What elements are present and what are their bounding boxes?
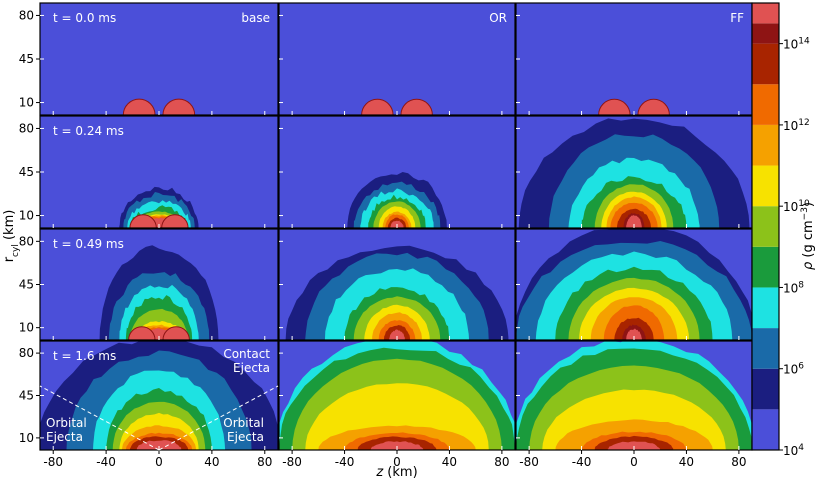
panel-r3-c2	[516, 341, 752, 450]
colorbar-tick-label: 104	[783, 443, 804, 458]
x-axis: -80 -40 0 40 80 -80 -40 0 40 80 -80 -40 0 40 80	[43, 450, 747, 469]
colorbar-segment	[752, 206, 779, 247]
density-contour	[626, 328, 642, 340]
y-tick-label: 10	[19, 321, 34, 335]
x-tick-label: 80	[731, 455, 746, 469]
panel-background	[40, 3, 278, 115]
contact-ejecta-label: Contact	[223, 347, 270, 361]
x-tick-label: 80	[257, 455, 272, 469]
x-tick-label: 0	[630, 455, 638, 469]
colorbar-segment	[752, 368, 779, 410]
orbital-ejecta-left-label: Orbital	[46, 416, 87, 430]
colorbar-segment	[752, 409, 779, 450]
x-tick-label: -40	[96, 455, 116, 469]
x-tick-label: 40	[442, 455, 457, 469]
panel-background	[279, 3, 515, 115]
colorbar: 104 106 108 1010 1012 1014	[751, 2, 810, 458]
x-tick-label: -80	[43, 455, 63, 469]
panel-r1-c1	[279, 116, 515, 228]
colorbar-segment	[752, 3, 779, 24]
y-tick-label: 10	[19, 96, 34, 110]
colorbar-segment	[752, 328, 779, 369]
orbital-ejecta-right-label: Ejecta	[227, 430, 264, 444]
y-tick-label: 10	[19, 209, 34, 223]
colorbar-segment	[752, 246, 779, 288]
y-axis-label: rcyl (km)	[2, 210, 21, 263]
y-axis: 10 45 80 10 45 80 10 45 80 10 45 80	[19, 8, 40, 445]
density-contour	[607, 441, 661, 450]
colorbar-tick-label: 1012	[783, 118, 810, 133]
orbital-ejecta-right-label: Orbital	[223, 416, 264, 430]
time-label: t = 1.6 ms	[53, 349, 116, 363]
orbital-ejecta-left-label: Ejecta	[46, 430, 83, 444]
colorbar-segment	[752, 84, 779, 125]
x-tick-label: -40	[335, 455, 355, 469]
time-label: t = 0.0 ms	[53, 11, 116, 25]
density-contour	[370, 441, 424, 450]
ejecta-divider-left	[39, 385, 160, 451]
colorbar-label: ρ (g cm−3)	[800, 202, 816, 270]
x-tick-label: 40	[679, 455, 694, 469]
panel-r3-c0	[40, 341, 278, 450]
y-tick-label: 10	[19, 431, 34, 445]
y-tick-label: 80	[19, 234, 34, 248]
panel-r2-c2	[516, 229, 752, 340]
density-contour	[389, 329, 405, 340]
y-tick-label: 45	[19, 278, 34, 292]
colorbar-tick-label: 106	[783, 362, 804, 377]
y-tick-label: 45	[19, 165, 34, 179]
density-contour	[136, 440, 182, 450]
panel-r2-c0	[40, 229, 278, 340]
x-tick-label: 0	[155, 455, 163, 469]
colorbar-tick-label: 1014	[783, 37, 810, 52]
x-tick-label: -40	[572, 455, 592, 469]
colorbar-frame	[751, 2, 780, 451]
contact-ejecta-label: Ejecta	[233, 361, 270, 375]
x-tick-label: 80	[494, 455, 509, 469]
ejecta-divider-right	[158, 385, 279, 451]
x-tick-label: 40	[204, 455, 219, 469]
x-tick-label: 0	[393, 455, 401, 469]
x-tick-label: -80	[519, 455, 539, 469]
panel-r1-c0	[40, 116, 278, 228]
colorbar-segment	[752, 287, 779, 329]
panel-r3-c1	[279, 341, 515, 450]
y-tick-label: 80	[19, 8, 34, 22]
y-tick-label: 80	[19, 121, 34, 135]
time-label: t = 0.49 ms	[53, 237, 124, 251]
colorbar-tick-label: 108	[783, 280, 804, 295]
x-axis-label: z (km)	[375, 465, 417, 480]
panel-grid	[40, 3, 752, 450]
colorbar-tick-label: 1010	[783, 199, 810, 214]
panel-r0-c1	[279, 3, 515, 115]
column-label-base: base	[241, 11, 270, 25]
colorbar-segment	[752, 43, 779, 85]
panel-r2-c1	[279, 229, 515, 340]
density-contour	[626, 214, 642, 228]
panel-r0-c2	[516, 3, 752, 115]
x-tick-label: -80	[282, 455, 302, 469]
y-tick-label: 80	[19, 346, 34, 360]
colorbar-segment	[752, 124, 779, 166]
colorbar-segment	[752, 165, 779, 207]
panel-background	[516, 3, 752, 115]
y-tick-label: 45	[19, 52, 34, 66]
column-label-OR: OR	[489, 11, 507, 25]
panel-r1-c2	[516, 116, 752, 228]
time-label: t = 0.24 ms	[53, 124, 124, 138]
column-label-FF: FF	[730, 11, 744, 25]
y-tick-label: 45	[19, 389, 34, 403]
colorbar-segment	[752, 23, 779, 44]
